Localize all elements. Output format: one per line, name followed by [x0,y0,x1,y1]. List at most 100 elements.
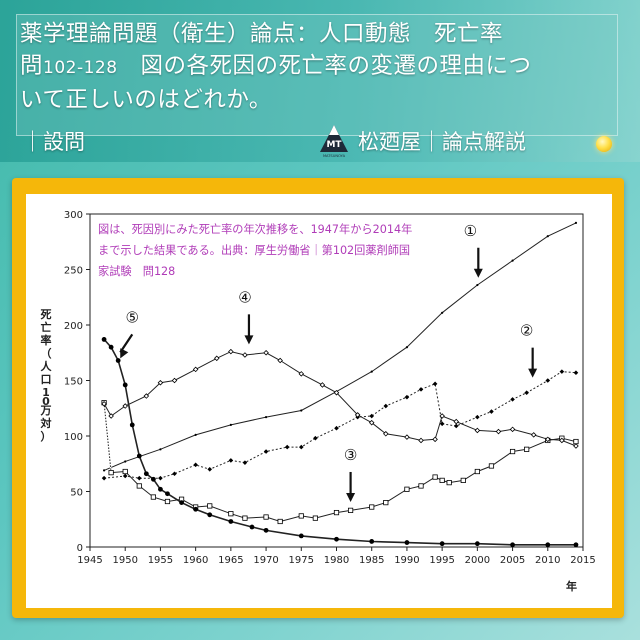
chart-note-line-3: 家試験 問128 [98,265,176,278]
y-axis-label-char: 死 [41,308,52,321]
y-axis-label-char: 万 [40,404,52,417]
page-title: 薬学理論問題（衛生）論点：人口動態 死亡率 問102-128 図の各死因の死亡率… [20,18,610,116]
data-point [383,431,389,437]
annotation-③: ③ [344,446,357,502]
data-point [150,494,156,500]
y-tick-label: 250 [64,266,83,277]
data-point [207,467,213,472]
x-tick-label: 1980 [324,555,349,566]
data-point [404,540,410,545]
y-tick-label: 0 [77,543,83,554]
series-line [103,351,577,447]
data-point [298,513,304,519]
data-point [300,409,303,412]
data-point [476,283,479,287]
data-point [263,449,269,454]
data-point [474,468,480,475]
annotation-⑤: ⑤ [119,308,139,359]
data-point [277,357,283,364]
data-point [108,413,114,419]
x-tick-label: 1985 [359,555,384,566]
y-axis-label-char: ） [41,430,52,443]
data-point [122,468,128,475]
x-tick-label: 1945 [77,555,102,566]
data-point [263,514,269,520]
x-tick-label: 1995 [429,555,454,566]
data-point [524,390,529,396]
data-point [194,433,197,436]
data-point [319,382,326,388]
data-point [229,423,232,426]
data-point [136,483,142,489]
coin-icon[interactable] [596,136,612,152]
y-axis-label-char: 口 [41,373,52,386]
data-point [312,515,318,521]
data-point [137,475,142,481]
series-line [103,402,577,523]
data-point [489,409,494,414]
data-point [368,419,375,426]
data-point [313,435,318,441]
y-axis-label: 死亡率（人口 1 0 万対） [40,308,53,443]
data-point [136,453,142,459]
data-point [115,358,121,363]
data-point [524,446,530,452]
data-point [263,349,269,356]
data-point [207,503,213,509]
y-tick-label: 300 [64,210,83,221]
data-point [439,413,445,419]
data-point [214,355,220,362]
data-point [347,507,354,513]
data-point [228,511,234,517]
annotation-label: ② [520,322,533,340]
data-point [150,476,156,482]
x-axis-label: 年 [566,579,577,593]
data-point [474,541,480,547]
x-tick-label: 1990 [394,555,419,566]
data-point [334,425,339,431]
data-point [158,486,163,492]
y-axis-label-char: 人 [41,359,53,373]
data-point [418,437,424,444]
data-point [101,337,107,342]
data-point [405,346,409,349]
data-point [242,515,248,521]
data-point [573,438,579,445]
data-point [475,414,480,420]
data-point [122,473,128,479]
data-point [545,542,551,548]
y-axis-label-char: 1 [42,386,50,399]
data-point [298,533,304,539]
x-tick-label: 1955 [148,555,173,566]
annotation-label: ③ [344,446,357,464]
x-tick-label: 1975 [289,555,314,566]
data-point [404,394,410,400]
data-point [101,475,107,481]
data-point [192,366,199,373]
annotation-arrow-head [473,268,483,278]
data-point [333,389,340,396]
data-point [159,448,162,451]
annotation-label: ① [464,222,477,240]
logo-subtext: MATSUNOYA [323,154,346,158]
data-point [143,471,149,477]
annotation-①: ① [464,222,483,278]
data-point [179,500,184,505]
x-tick-label: 2015 [570,555,595,566]
data-point [559,437,565,444]
x-tick-label: 1950 [112,555,137,566]
logo-text: MT [326,140,342,150]
y-axis-label-char: 対 [40,416,52,430]
data-point [383,403,389,409]
data-point [460,477,466,484]
data-point [164,498,171,505]
series-line-gap [103,402,112,473]
y-axis-label-char: 亡 [41,320,52,334]
series-line [104,371,577,479]
brand-label: 松廼屋｜論点解説 [358,130,526,154]
data-point [171,377,178,384]
data-point [574,221,578,224]
data-point [249,524,255,530]
data-point [439,421,445,427]
